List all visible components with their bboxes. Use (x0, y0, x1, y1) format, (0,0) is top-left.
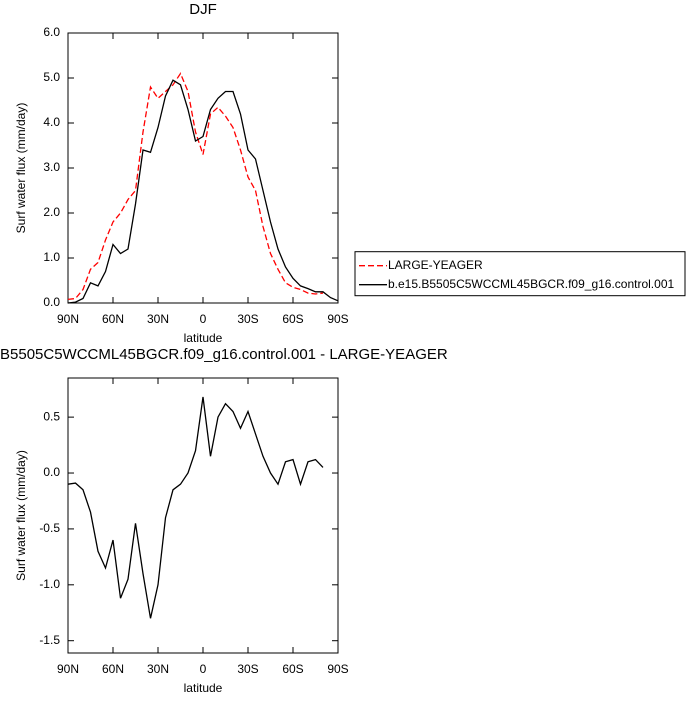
plot-frame (67, 377, 339, 654)
x-tick-label: 90N (57, 662, 79, 676)
legend-box (354, 251, 686, 297)
x-tick-label: 90S (327, 312, 348, 326)
x-tick-label: 90S (327, 662, 348, 676)
x-tick-label: 60S (282, 662, 303, 676)
x-tick-label: 0 (200, 662, 207, 676)
x-tick-label: 30S (237, 662, 258, 676)
y-tick-label: 0.5 (43, 409, 60, 423)
y-axis-label: Surf water flux (mm/day) (14, 103, 28, 234)
y-tick-label: 6.0 (43, 25, 60, 39)
legend-label: LARGE-YEAGER (388, 258, 483, 272)
data-line (67, 396, 324, 619)
x-tick-label: 60N (102, 662, 124, 676)
x-tick-label: 90N (57, 312, 79, 326)
x-axis-label: latitude (184, 331, 223, 345)
chart-title: DJF (189, 1, 217, 18)
y-tick-label: 4.0 (43, 115, 60, 129)
y-tick-label: 0.0 (43, 465, 60, 479)
x-tick-label: 30N (147, 662, 169, 676)
y-tick-label: 0.0 (43, 295, 60, 309)
y-tick-label: -1.0 (39, 577, 60, 591)
chart-title: b.e15.B5505C5WCCML45BGCR.f09_g16.control… (0, 346, 448, 363)
y-tick-label: -1.5 (39, 633, 60, 647)
y-tick-label: -0.5 (39, 521, 60, 535)
data-line (67, 72, 324, 301)
y-tick-label: 2.0 (43, 205, 60, 219)
x-tick-label: 0 (200, 312, 207, 326)
x-tick-label: 30N (147, 312, 169, 326)
x-tick-label: 60N (102, 312, 124, 326)
y-tick-label: 1.0 (43, 250, 60, 264)
y-tick-label: 3.0 (43, 160, 60, 174)
data-line (67, 79, 339, 304)
x-axis-label: latitude (184, 681, 223, 695)
x-tick-label: 30S (237, 312, 258, 326)
legend-label: b.e15.B5505C5WCCML45BGCR.f09_g16.control… (388, 277, 674, 291)
x-tick-label: 60S (282, 312, 303, 326)
y-tick-label: 5.0 (43, 70, 60, 84)
y-axis-label: Surf water flux (mm/day) (14, 450, 28, 581)
